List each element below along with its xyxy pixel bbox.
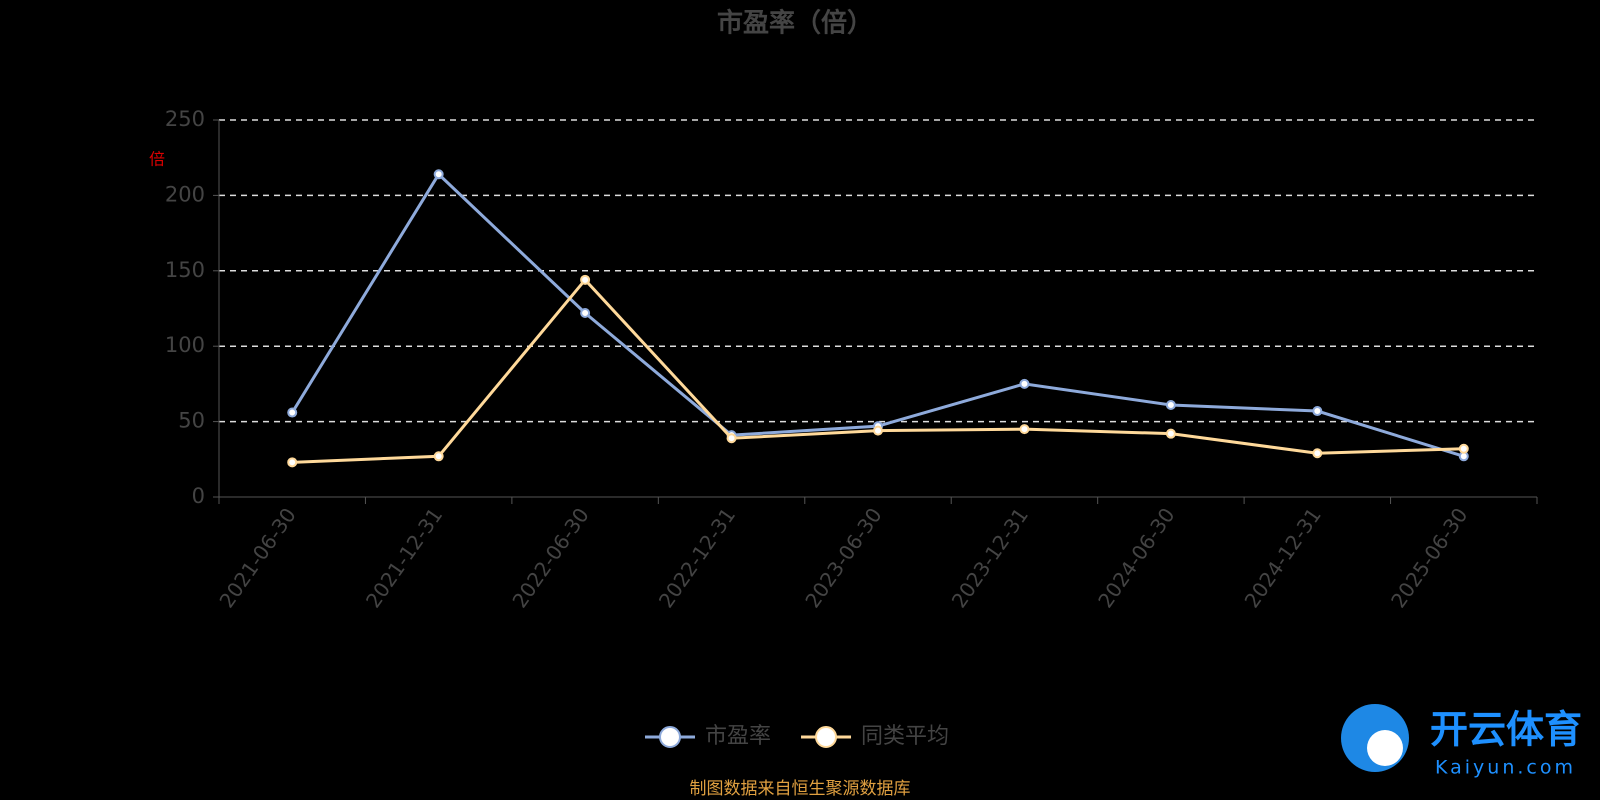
x-tick-label: 2023-06-30 bbox=[800, 503, 886, 612]
data-point bbox=[726, 433, 737, 444]
legend-item[interactable]: 市盈率 bbox=[645, 724, 771, 749]
y-axis-label: 倍 bbox=[149, 150, 165, 169]
legend-item[interactable]: 同类平均 bbox=[801, 724, 949, 749]
data-point bbox=[873, 425, 883, 436]
x-tick-label: 2021-12-31 bbox=[361, 503, 447, 612]
x-tick-label: 2022-06-30 bbox=[507, 503, 593, 612]
watermark: 开云体育 Kaiyun.com bbox=[1341, 704, 1582, 779]
source-note: 制图数据来自恒生聚源数据库 bbox=[690, 779, 911, 799]
watermark-url: Kaiyun.com bbox=[1435, 757, 1576, 779]
x-tick-label: 2024-12-31 bbox=[1240, 503, 1326, 612]
data-point bbox=[1165, 400, 1176, 411]
watermark-ball bbox=[1367, 730, 1403, 766]
data-point bbox=[1312, 406, 1323, 417]
data-point bbox=[1019, 424, 1030, 435]
x-tick-label: 2025-06-30 bbox=[1386, 503, 1472, 612]
data-point bbox=[1165, 428, 1176, 439]
data-point bbox=[433, 451, 444, 462]
y-tick-label: 150 bbox=[165, 258, 205, 282]
x-tick-label: 2021-06-30 bbox=[214, 503, 300, 612]
data-point bbox=[287, 407, 298, 418]
y-tick-label: 250 bbox=[165, 107, 205, 131]
legend-marker bbox=[659, 726, 681, 748]
x-tick-label: 2023-12-31 bbox=[947, 503, 1033, 612]
series-line bbox=[290, 171, 1465, 458]
x-tick-label: 2024-06-30 bbox=[1093, 503, 1179, 612]
legend-label: 同类平均 bbox=[861, 724, 949, 749]
data-point bbox=[433, 169, 444, 180]
chart-title: 市盈率（倍） bbox=[717, 8, 873, 39]
data-point bbox=[1458, 443, 1469, 454]
y-tick-label: 200 bbox=[165, 182, 205, 206]
legend-marker bbox=[815, 726, 838, 748]
y-tick-label: 0 bbox=[192, 484, 205, 508]
y-tick-label: 50 bbox=[178, 409, 205, 433]
legend-label: 市盈率 bbox=[705, 724, 771, 749]
data-point bbox=[580, 274, 591, 285]
y-tick-label: 100 bbox=[165, 333, 205, 357]
data-point bbox=[580, 308, 591, 319]
watermark-brand: 开云体育 bbox=[1430, 708, 1582, 752]
data-point bbox=[287, 457, 298, 468]
data-point bbox=[1312, 448, 1323, 459]
data-point bbox=[1019, 378, 1030, 389]
x-tick-label: 2022-12-31 bbox=[654, 503, 740, 612]
